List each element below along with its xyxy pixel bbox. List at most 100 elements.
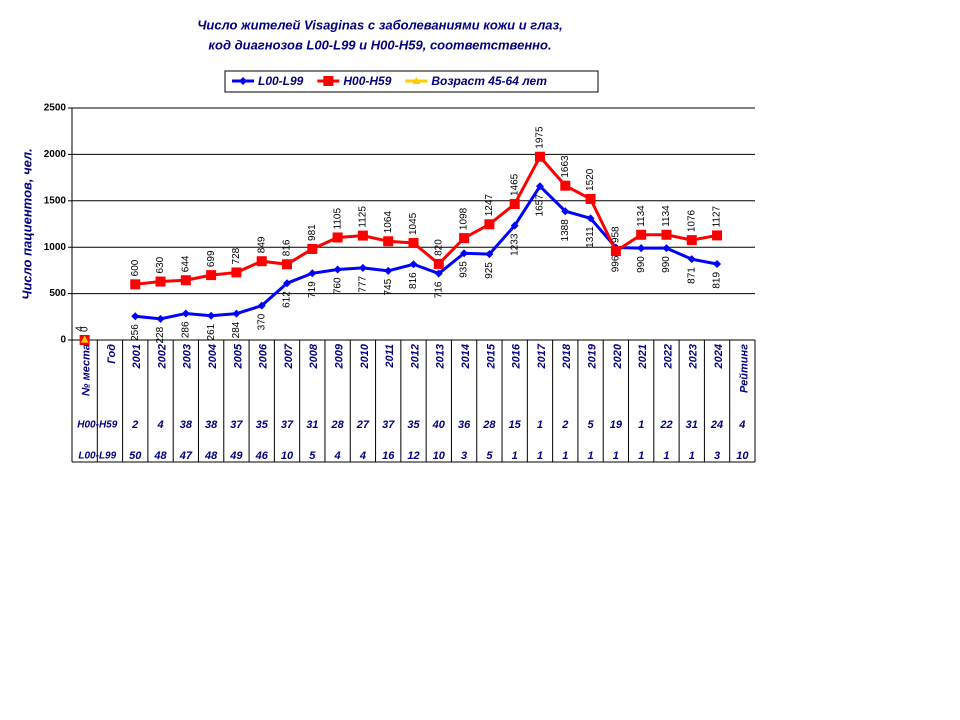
data-label: 4	[74, 326, 85, 332]
data-label: 0	[79, 326, 90, 332]
point	[307, 243, 318, 254]
point	[713, 259, 722, 268]
table-cell: 48	[153, 450, 167, 462]
legend-marker	[239, 77, 247, 85]
point	[585, 193, 596, 204]
table-cell: 36	[458, 419, 471, 431]
x-tick-label: 2005	[232, 343, 244, 369]
point	[409, 260, 418, 269]
point	[155, 276, 166, 287]
data-label: 1064	[383, 211, 394, 234]
table-cell: 3	[714, 450, 720, 462]
x-tick-label: 2001	[131, 344, 143, 369]
point	[80, 335, 89, 343]
data-label: 745	[383, 278, 394, 295]
point	[485, 250, 494, 259]
data-label: 981	[307, 224, 318, 241]
data-label: 777	[358, 275, 369, 292]
table-cell: 10	[281, 450, 294, 462]
table-cell: 5	[588, 419, 595, 431]
point	[433, 258, 444, 269]
data-label: 370	[256, 313, 267, 330]
table-cell: 48	[204, 450, 218, 462]
x-tick-label: 2007	[283, 343, 295, 369]
point	[308, 269, 317, 278]
data-label: 699	[206, 250, 217, 267]
data-label: 1233	[509, 233, 520, 256]
data-label: 996	[611, 255, 622, 272]
table-cell: 2	[131, 419, 138, 431]
table-cell: 3	[461, 450, 467, 462]
x-tick-label: 2016	[511, 343, 523, 369]
x-tick-label: 2018	[561, 343, 573, 369]
data-label: 256	[130, 324, 141, 341]
series-line	[135, 154, 718, 286]
point	[384, 266, 393, 275]
x-tick-label: 2015	[485, 343, 497, 369]
point	[459, 233, 470, 244]
table-cell: 22	[659, 419, 672, 431]
point	[283, 279, 292, 288]
data-label: 644	[180, 255, 191, 272]
x-tick-label: 2017	[536, 343, 548, 369]
table-cell: 1	[689, 450, 695, 462]
data-label: 760	[332, 277, 343, 294]
table-cell: 47	[179, 450, 193, 462]
data-label: 261	[206, 323, 217, 340]
point	[534, 151, 545, 162]
chart-title: код диагнозов L00-L99 и H00-H59, соответ…	[208, 37, 551, 52]
data-label: 728	[231, 247, 242, 264]
x-tick-label: 2010	[359, 343, 371, 369]
x-tick-label: 2003	[182, 344, 194, 369]
table-cell: 1	[537, 450, 543, 462]
data-label: 958	[611, 226, 622, 243]
point	[637, 244, 646, 253]
table-cell: 28	[482, 419, 496, 431]
legend-marker	[412, 77, 421, 84]
point	[383, 236, 394, 247]
y-tick-label: 2500	[44, 103, 67, 114]
point	[561, 207, 570, 216]
x-tick-label: 2011	[384, 344, 396, 369]
data-label: 990	[661, 256, 672, 273]
x-tick-label: 2004	[207, 344, 219, 369]
point	[535, 182, 544, 191]
data-label: 612	[282, 291, 293, 308]
data-label: 1388	[560, 219, 571, 242]
data-label: 1247	[484, 194, 495, 217]
y-axis-label: Число пациентов, чел.	[19, 148, 34, 300]
point	[282, 259, 293, 270]
data-label: 1134	[636, 205, 647, 227]
point	[358, 263, 367, 272]
table-cell: 49	[229, 450, 243, 462]
x-tick-label: 2013	[435, 344, 447, 369]
data-label: 630	[155, 256, 166, 273]
point	[434, 269, 443, 278]
data-label: 600	[130, 259, 141, 276]
x-tick-label: 2009	[334, 343, 346, 369]
x-tick-label: 2020	[612, 343, 624, 369]
point	[712, 230, 723, 241]
table-cell: 31	[686, 419, 698, 431]
data-label: 871	[686, 267, 697, 284]
y-tick-label: 1500	[44, 195, 67, 206]
point	[180, 275, 191, 286]
y-tick-label: 2000	[44, 149, 67, 160]
data-label: 990	[636, 256, 647, 273]
table-cell: 1	[638, 450, 644, 462]
table-cell: 38	[180, 419, 193, 431]
legend-marker	[323, 76, 334, 86]
table-cell: 37	[230, 419, 243, 431]
data-label: 816	[408, 272, 419, 289]
point	[130, 279, 141, 290]
data-label: 1663	[560, 155, 571, 178]
data-label: 284	[231, 321, 242, 338]
point	[687, 255, 696, 264]
data-label: 925	[484, 262, 495, 279]
y-tick-label: 1000	[44, 242, 67, 253]
data-label: 1098	[459, 207, 470, 230]
table-cell: 40	[432, 419, 446, 431]
x-tick-label: 2014	[460, 344, 472, 369]
